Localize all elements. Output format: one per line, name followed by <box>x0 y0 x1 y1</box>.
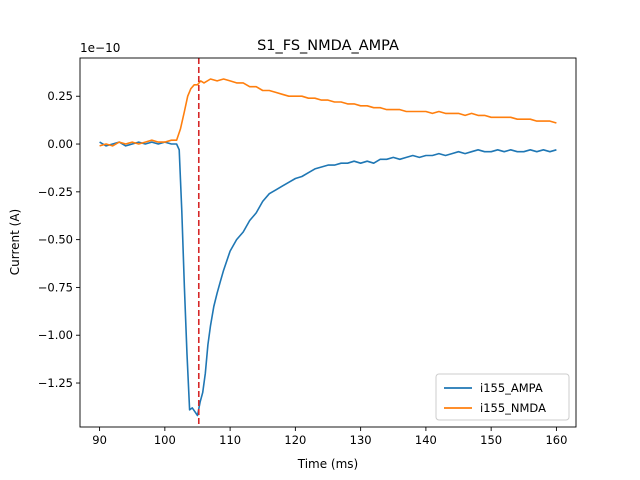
y-axis-label: Current (A) <box>8 209 22 275</box>
y-tick-label: −0.50 <box>38 233 73 247</box>
y-axis-scale-label: 1e−10 <box>80 41 120 55</box>
x-tick-label: 150 <box>480 433 502 447</box>
x-tick-label: 100 <box>154 433 176 447</box>
series-line-i155_AMPA <box>99 141 557 417</box>
y-tick-label: −0.25 <box>38 185 73 199</box>
legend-label: i155_AMPA <box>480 381 543 395</box>
legend: i155_AMPA i155_NMDA <box>435 373 570 421</box>
x-tick-label: 130 <box>350 433 372 447</box>
x-tick-label: 110 <box>219 433 241 447</box>
y-tick-label: −0.75 <box>38 280 73 294</box>
y-tick-label: −1.25 <box>38 376 73 390</box>
x-tick-label: 90 <box>92 433 107 447</box>
x-tick-label: 140 <box>415 433 437 447</box>
series-line-i155_NMDA <box>99 78 557 147</box>
chart-title: S1_FS_NMDA_AMPA <box>257 38 399 54</box>
y-tick-label: 0.00 <box>47 137 73 151</box>
x-tick-label: 160 <box>545 433 567 447</box>
x-tick-label: 120 <box>284 433 306 447</box>
x-axis-label: Time (ms) <box>297 457 359 471</box>
y-tick-label: −1.00 <box>38 328 73 342</box>
y-tick-label: 0.25 <box>47 89 73 103</box>
plot-frame <box>79 57 577 428</box>
legend-label: i155_NMDA <box>480 401 546 415</box>
